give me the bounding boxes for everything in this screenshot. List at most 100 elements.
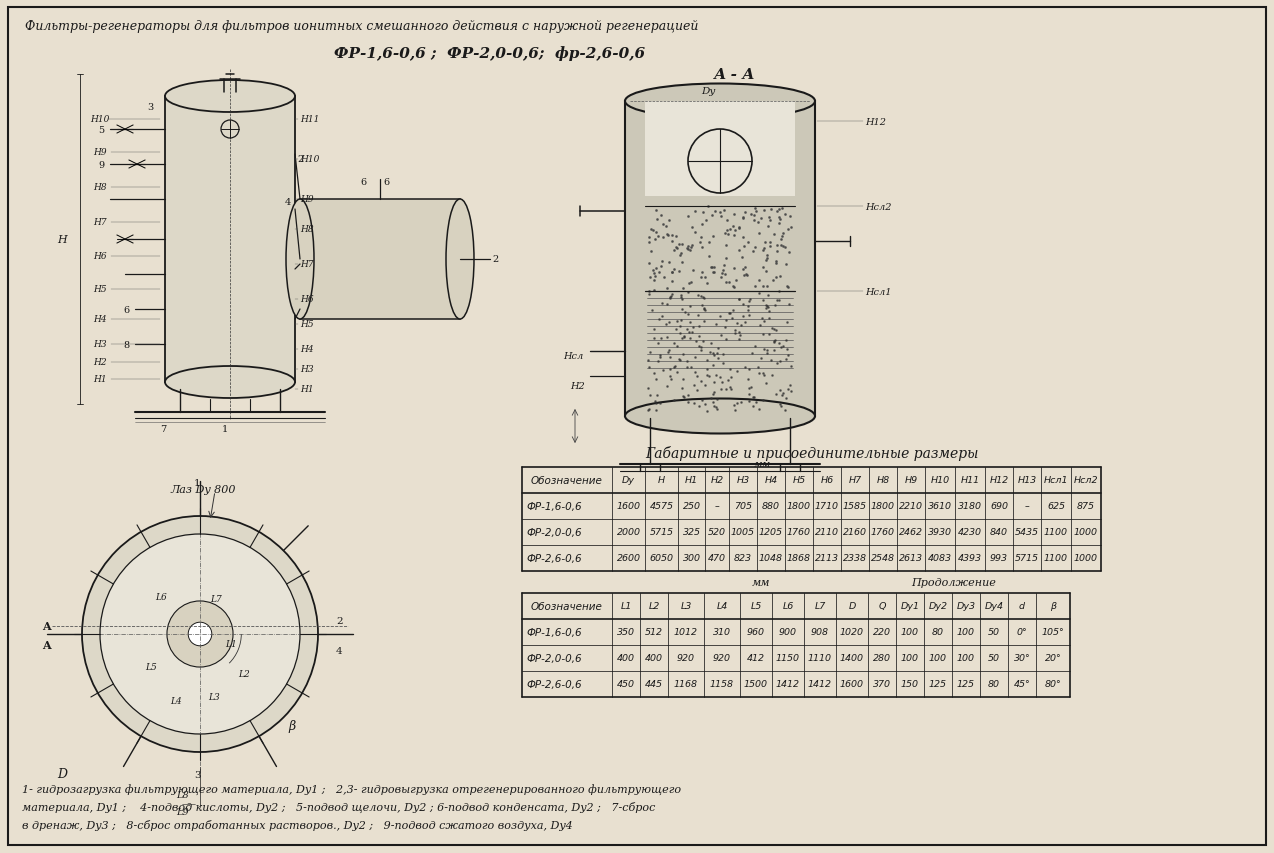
Text: 6: 6 bbox=[383, 177, 389, 187]
Text: Обозначение: Обозначение bbox=[531, 475, 603, 485]
Text: H3: H3 bbox=[299, 364, 316, 374]
Text: 2113: 2113 bbox=[815, 554, 840, 563]
Text: 875: 875 bbox=[1077, 502, 1094, 511]
Text: 1000: 1000 bbox=[1074, 528, 1098, 537]
Text: 705: 705 bbox=[734, 502, 752, 511]
Text: мм: мм bbox=[754, 460, 771, 468]
Text: 2548: 2548 bbox=[871, 554, 896, 563]
Text: 125: 125 bbox=[957, 680, 975, 688]
Text: 80: 80 bbox=[933, 628, 944, 636]
Text: Dy4: Dy4 bbox=[985, 602, 1004, 611]
Text: 823: 823 bbox=[734, 554, 752, 563]
Text: 2000: 2000 bbox=[617, 528, 641, 537]
Text: ФР-1,6-0,6 ;  ФР-2,0-0,6;  фр-2,6-0,6: ФР-1,6-0,6 ; ФР-2,0-0,6; фр-2,6-0,6 bbox=[335, 46, 646, 61]
Text: 4393: 4393 bbox=[958, 554, 982, 563]
Text: Нсл1: Нсл1 bbox=[1043, 476, 1069, 485]
Text: мм: мм bbox=[752, 577, 771, 588]
Text: L3: L3 bbox=[680, 602, 692, 611]
Text: L5: L5 bbox=[145, 662, 157, 671]
Text: А - А: А - А bbox=[715, 68, 755, 82]
Text: β: β bbox=[1050, 602, 1056, 611]
Text: 6: 6 bbox=[124, 305, 129, 315]
Text: 1800: 1800 bbox=[787, 502, 812, 511]
Ellipse shape bbox=[285, 200, 313, 320]
Text: D: D bbox=[57, 767, 68, 780]
Text: 1150: 1150 bbox=[776, 653, 800, 663]
Text: L2: L2 bbox=[648, 602, 660, 611]
Text: H10: H10 bbox=[90, 115, 110, 124]
Text: ФР-1,6-0,6: ФР-1,6-0,6 bbox=[526, 502, 582, 512]
Text: 6050: 6050 bbox=[650, 554, 674, 563]
Text: 125: 125 bbox=[929, 680, 947, 688]
Text: 1110: 1110 bbox=[808, 653, 832, 663]
Text: 105°: 105° bbox=[1042, 628, 1064, 636]
Text: 2338: 2338 bbox=[843, 554, 868, 563]
Text: 30°: 30° bbox=[1014, 653, 1031, 663]
Text: 50: 50 bbox=[989, 653, 1000, 663]
Text: 250: 250 bbox=[683, 502, 701, 511]
Text: 2210: 2210 bbox=[899, 502, 922, 511]
Text: 5: 5 bbox=[98, 126, 104, 135]
Circle shape bbox=[99, 534, 299, 734]
Text: 310: 310 bbox=[713, 628, 731, 636]
Text: H11: H11 bbox=[299, 115, 320, 124]
Text: 9: 9 bbox=[98, 161, 104, 170]
Text: 450: 450 bbox=[617, 680, 634, 688]
Text: L3: L3 bbox=[208, 692, 219, 701]
Text: H8: H8 bbox=[299, 224, 316, 234]
Text: Нсл: Нсл bbox=[563, 351, 583, 361]
Text: 3180: 3180 bbox=[958, 502, 982, 511]
Text: 920: 920 bbox=[713, 653, 731, 663]
Text: D: D bbox=[848, 602, 856, 611]
Ellipse shape bbox=[166, 81, 296, 113]
Text: Габаритные и присоединительные размеры: Габаритные и присоединительные размеры bbox=[645, 445, 978, 461]
Text: ФР-2,0-0,6: ФР-2,0-0,6 bbox=[526, 653, 582, 664]
Text: H10: H10 bbox=[930, 476, 949, 485]
Text: H: H bbox=[57, 235, 66, 245]
Text: 900: 900 bbox=[778, 628, 798, 636]
Text: L8: L8 bbox=[176, 790, 189, 799]
Text: 1500: 1500 bbox=[744, 680, 768, 688]
Text: 908: 908 bbox=[812, 628, 829, 636]
Text: 8: 8 bbox=[124, 340, 129, 350]
Text: 1: 1 bbox=[194, 479, 200, 487]
Text: H11: H11 bbox=[961, 476, 980, 485]
Text: 920: 920 bbox=[676, 653, 696, 663]
Text: ФР-2,6-0,6: ФР-2,6-0,6 bbox=[526, 554, 582, 563]
Text: 2: 2 bbox=[336, 616, 343, 625]
Text: 1020: 1020 bbox=[840, 628, 864, 636]
Text: 1205: 1205 bbox=[759, 528, 784, 537]
Text: H5: H5 bbox=[792, 476, 805, 485]
Text: 3610: 3610 bbox=[927, 502, 952, 511]
Text: 4083: 4083 bbox=[927, 554, 952, 563]
Text: 1412: 1412 bbox=[808, 680, 832, 688]
Text: Нсл2: Нсл2 bbox=[1074, 476, 1098, 485]
Text: Нсл1: Нсл1 bbox=[865, 287, 892, 297]
Bar bbox=[645, 102, 795, 197]
Text: ФР-2,6-0,6: ФР-2,6-0,6 bbox=[526, 679, 582, 689]
Text: H3: H3 bbox=[93, 339, 107, 349]
Text: 2600: 2600 bbox=[617, 554, 641, 563]
Text: 3: 3 bbox=[194, 770, 200, 779]
Text: H2: H2 bbox=[93, 357, 107, 367]
Text: 512: 512 bbox=[645, 628, 662, 636]
Text: 1012: 1012 bbox=[674, 628, 698, 636]
Ellipse shape bbox=[626, 84, 815, 119]
Text: 1800: 1800 bbox=[871, 502, 896, 511]
Text: 470: 470 bbox=[708, 554, 726, 563]
Ellipse shape bbox=[166, 367, 296, 398]
Text: 1100: 1100 bbox=[1043, 528, 1068, 537]
Text: H2: H2 bbox=[711, 476, 724, 485]
Text: H10: H10 bbox=[299, 154, 320, 164]
Text: 4230: 4230 bbox=[958, 528, 982, 537]
Text: Лаз Dy 800: Лаз Dy 800 bbox=[169, 485, 236, 495]
Text: β: β bbox=[288, 719, 296, 732]
Text: 325: 325 bbox=[683, 528, 701, 537]
Ellipse shape bbox=[626, 399, 815, 434]
Text: H13: H13 bbox=[1018, 476, 1037, 485]
Circle shape bbox=[189, 623, 211, 646]
Text: Dy: Dy bbox=[622, 476, 634, 485]
Text: Q: Q bbox=[878, 602, 885, 611]
Text: ФР-2,0-0,6: ФР-2,0-0,6 bbox=[526, 527, 582, 537]
Text: 50: 50 bbox=[989, 628, 1000, 636]
